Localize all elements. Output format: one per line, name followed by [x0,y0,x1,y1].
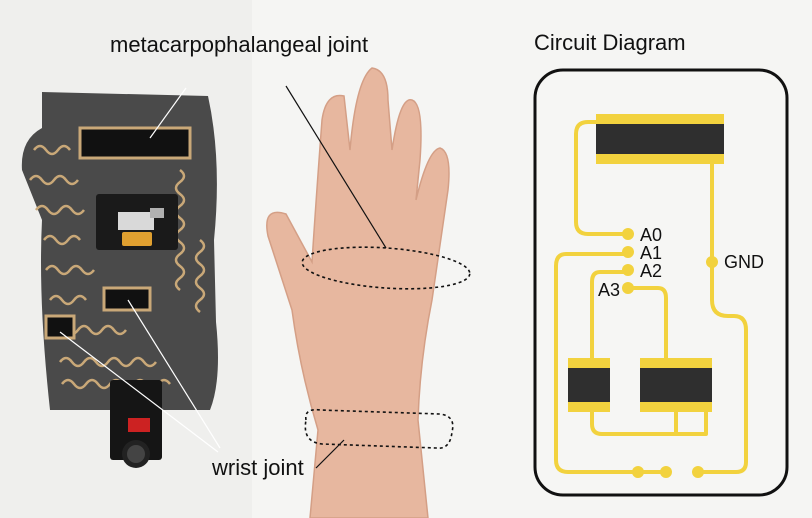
wrist-sensor-strip-left [44,314,76,340]
circuit-diagram: Circuit Diagram [522,0,812,518]
pin-dots [622,228,718,478]
mcp-joint-region [301,246,471,290]
pin-a2-label: A2 [640,261,662,281]
wrist-joint-region [304,408,454,449]
pin-a1-label: A1 [640,243,662,263]
pin-gnd-dot [706,256,718,268]
sensor-top [596,114,724,164]
glove-photo [0,0,252,518]
hand-photo [252,0,522,518]
mcp-sensor-strip [78,126,192,160]
sensor-bottom-left [568,358,610,412]
pin-a0-label: A0 [640,225,662,245]
pin-gnd-label: GND [724,252,764,272]
circuit-traces [554,120,748,474]
stitched-trace-right [174,169,206,313]
stitched-trace-lower [45,264,171,390]
connector-dot-1 [632,466,644,478]
wrist-joint-label: wrist joint [211,455,304,480]
vibration-motor-module [110,380,162,468]
sensor-bottom-right [640,358,712,412]
pin-a3-dot [622,282,634,294]
pin-a3-label: A3 [598,280,620,300]
pin-a1-dot [622,246,634,258]
connector-dot-3 [692,466,704,478]
pin-a0-dot [622,228,634,240]
microcontroller-board [96,194,178,250]
pin-a2-dot [622,264,634,276]
wrist-sensor-strip-right [102,286,152,312]
circuit-title: Circuit Diagram [534,30,686,55]
hand-silhouette [266,67,450,518]
mcp-joint-label: metacarpophalangeal joint [110,32,368,57]
connector-dot-2 [660,466,672,478]
stitched-trace-left [29,144,85,246]
